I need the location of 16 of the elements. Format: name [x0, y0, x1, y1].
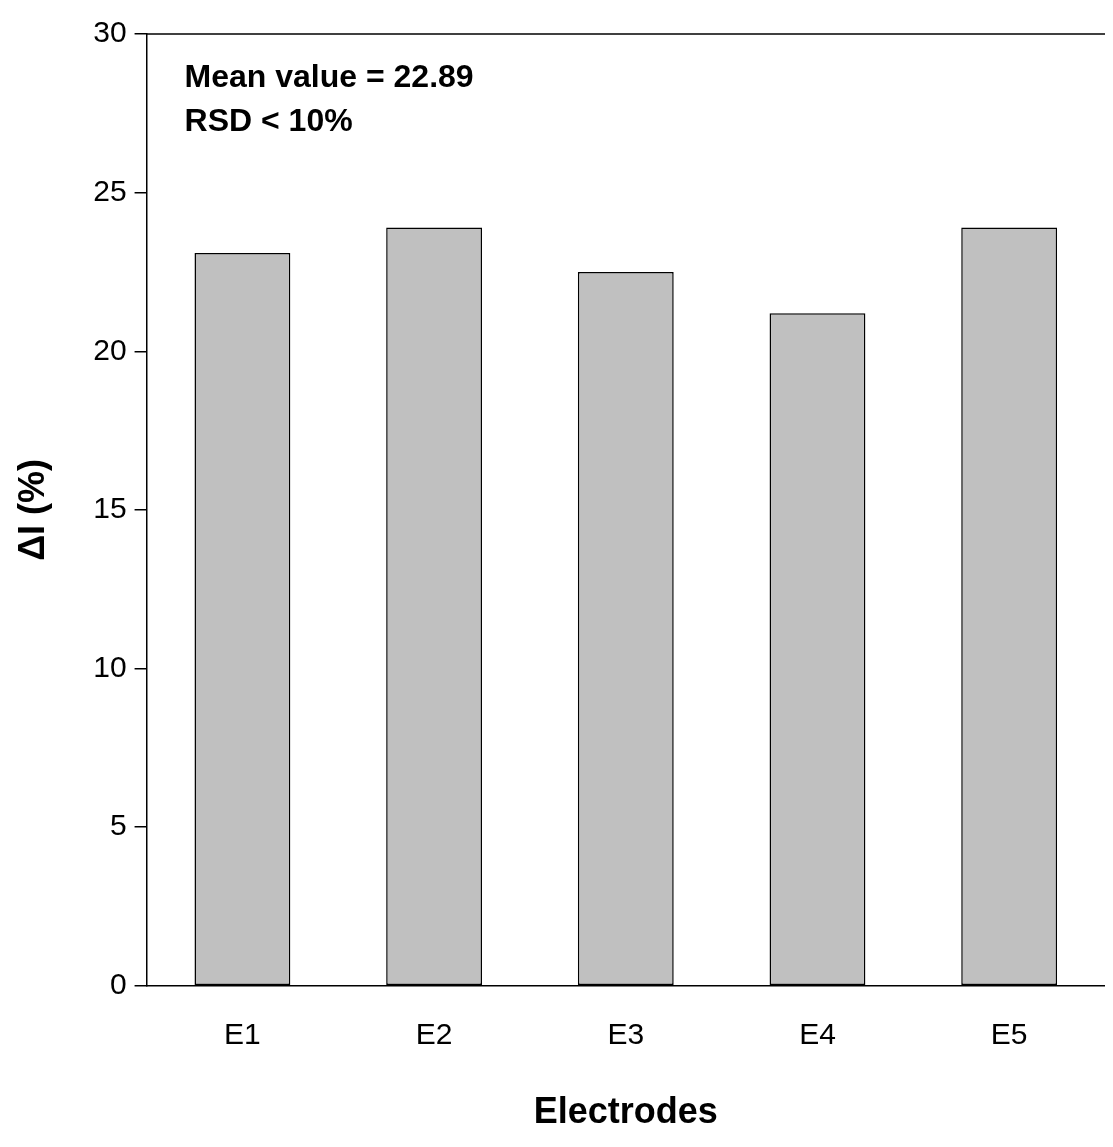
annotation: Mean value = 22.89	[184, 57, 474, 94]
x-tick-label: E2	[415, 1017, 453, 1051]
y-tick-label: 5	[109, 808, 127, 842]
y-tick-label: 15	[93, 491, 127, 525]
annotation: RSD < 10%	[184, 101, 353, 138]
x-axis-title: Electrodes	[533, 1090, 718, 1132]
y-tick-label: 10	[93, 649, 127, 683]
x-tick-label: E3	[607, 1017, 645, 1051]
y-tick-label: 30	[93, 15, 127, 49]
y-tick-label: 0	[109, 967, 127, 1001]
x-tick-label: E1	[224, 1017, 261, 1051]
y-tick-label: 20	[93, 332, 127, 366]
y-tick-label: 25	[93, 173, 127, 207]
x-tick-label: E5	[990, 1017, 1028, 1051]
y-axis-title: ΔI (%)	[10, 458, 52, 561]
x-tick-label: E4	[799, 1017, 836, 1051]
